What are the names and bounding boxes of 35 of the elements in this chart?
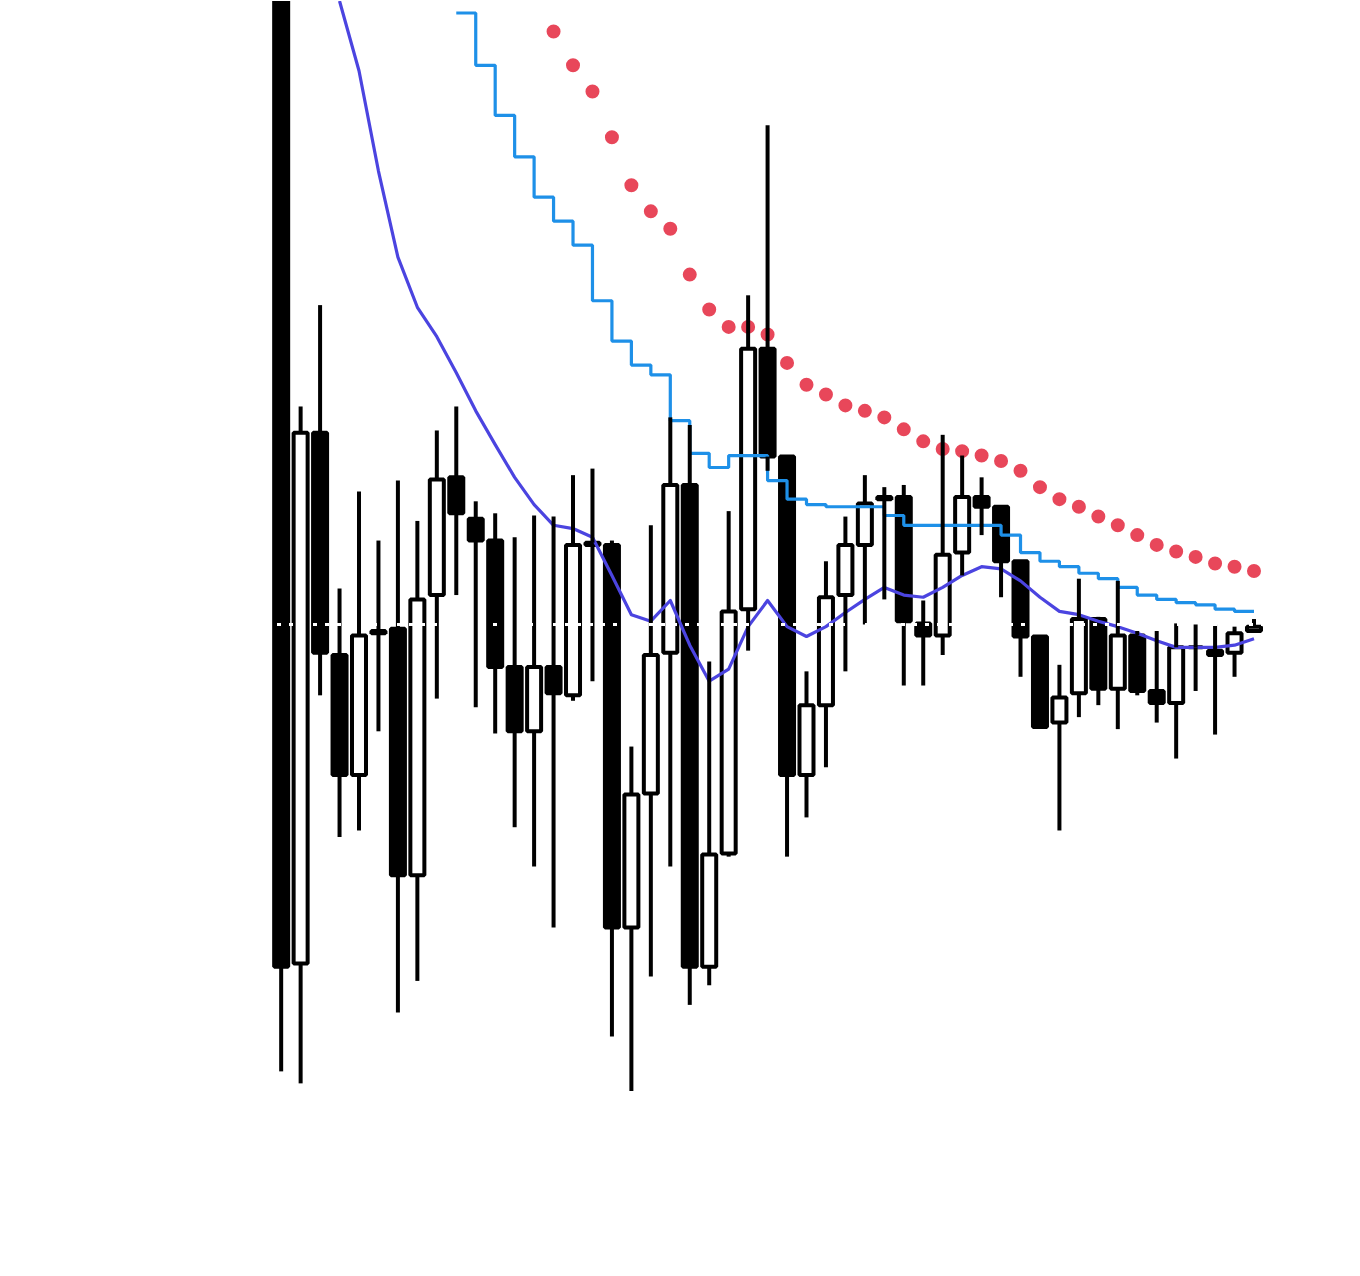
point [838, 398, 853, 413]
point [877, 410, 892, 425]
point [585, 84, 600, 99]
point [1032, 480, 1047, 495]
point [994, 453, 1009, 468]
point [702, 302, 717, 317]
point [1130, 528, 1145, 543]
point [1149, 537, 1164, 552]
point [857, 403, 872, 418]
point [604, 130, 619, 145]
point [1246, 564, 1261, 579]
point [916, 434, 931, 449]
point [818, 387, 833, 402]
point [896, 422, 911, 437]
point [643, 204, 658, 219]
point [1091, 509, 1106, 524]
point [1188, 549, 1203, 564]
point [1208, 556, 1223, 571]
point [1110, 518, 1125, 533]
point [546, 24, 561, 39]
point [682, 267, 697, 282]
point [721, 319, 736, 334]
point [624, 178, 639, 193]
point [780, 355, 795, 370]
point [663, 221, 678, 236]
point [1169, 544, 1184, 559]
candlestick [1186, 622, 1205, 693]
point [1071, 499, 1086, 514]
point [799, 377, 814, 392]
point [566, 58, 581, 73]
point [955, 444, 970, 459]
point [1052, 492, 1067, 507]
point [1013, 463, 1028, 478]
point [1227, 559, 1242, 574]
point [974, 448, 989, 463]
